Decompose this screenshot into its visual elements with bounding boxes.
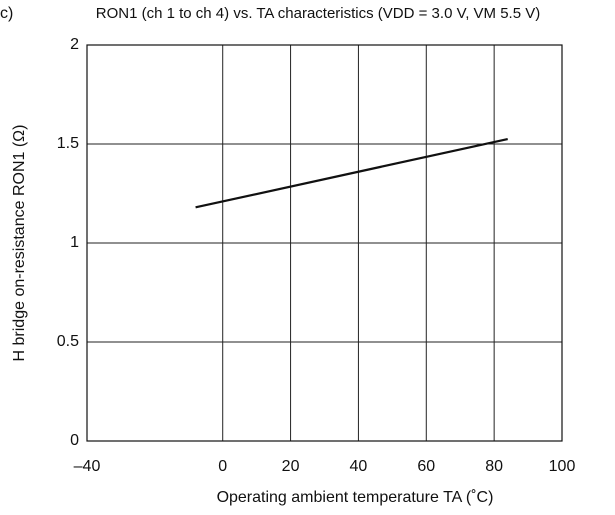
panel-label: c) [0, 5, 13, 22]
y-tick-label: 1.5 [57, 135, 79, 152]
y-tick-label: 0 [70, 432, 79, 449]
y-tick-label: 1 [70, 234, 79, 251]
y-axis-label: H bridge on-resistance RON1 (Ω) [11, 125, 28, 362]
x-tick-label: 20 [282, 458, 300, 475]
y-tick-label: 2 [70, 36, 79, 53]
x-tick-label: 40 [350, 458, 368, 475]
x-tick-label: 0 [218, 458, 227, 475]
y-tick-label: 0.5 [57, 333, 79, 350]
x-axis-label: Operating ambient temperature TA (˚C) [217, 489, 494, 506]
x-tick-label: 100 [549, 458, 576, 475]
x-tick-label: –40 [74, 458, 101, 475]
data-line [195, 137, 508, 209]
x-tick-label: 80 [485, 458, 503, 475]
chart-title: RON1 (ch 1 to ch 4) vs. TA characteristi… [96, 5, 540, 22]
plot-frame [86, 44, 563, 442]
x-tick-label: 60 [417, 458, 435, 475]
